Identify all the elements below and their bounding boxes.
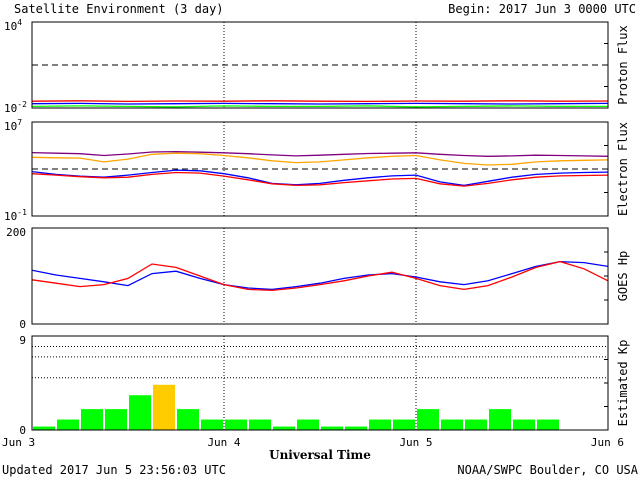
goes-hp-panel: 200 0 GOES Hp — [6, 226, 630, 331]
proton-flux-y-tick-base: 10 — [4, 102, 17, 115]
goes-hp-series-line — [32, 262, 608, 291]
estimated-kp-bar — [297, 420, 319, 430]
estimated-kp-bar — [105, 409, 127, 430]
estimated-kp-bar — [273, 427, 295, 430]
x-tick-label: Jun 6 — [591, 436, 624, 449]
estimated-kp-bar — [441, 420, 463, 430]
estimated-kp-bar — [129, 395, 151, 430]
proton-flux-series-line — [32, 101, 608, 102]
electron-flux-y-tick-base: 10 — [4, 210, 17, 223]
estimated-kp-bar — [393, 420, 415, 430]
proton-flux-y-tick-exponent: 4 — [17, 18, 22, 27]
electron-flux-series-line — [32, 173, 608, 187]
proton-flux-title: Proton Flux — [616, 25, 630, 104]
proton-flux-y-tick-base: 10 — [4, 20, 17, 33]
estimated-kp-bar — [345, 427, 367, 430]
estimated-kp-bar — [225, 420, 247, 430]
proton-flux-plot-area — [32, 101, 608, 107]
estimated-kp-bar — [537, 420, 559, 430]
estimated-kp-bar — [177, 409, 199, 430]
electron-flux-plot-area — [32, 152, 608, 187]
estimated-kp-bar — [321, 427, 343, 430]
proton-flux-frame — [32, 22, 608, 108]
figure-title: Satellite Environment (3 day) — [14, 2, 224, 16]
updated-time: Updated 2017 Jun 5 23:56:03 UTC — [2, 463, 226, 477]
estimated-kp-bar — [489, 409, 511, 430]
begin-time: Begin: 2017 Jun 3 0000 UTC — [448, 2, 636, 16]
goes-hp-title: GOES Hp — [616, 251, 630, 302]
estimated-kp-bar — [57, 420, 79, 430]
proton-flux-series-line — [32, 106, 608, 107]
goes-hp-y-tick-label: 200 — [6, 226, 26, 239]
electron-flux-series-line — [32, 152, 608, 157]
estimated-kp-bar — [33, 427, 55, 430]
proton-flux-y-tick-label: 104 — [4, 18, 22, 33]
goes-hp-y-tick-label: 0 — [19, 318, 26, 331]
electron-flux-y-tick-label: 10-1 — [4, 208, 27, 223]
credit-text: NOAA/SWPC Boulder, CO USA — [457, 463, 638, 477]
estimated-kp-bar — [465, 420, 487, 430]
electron-flux-y-tick-base: 10 — [4, 120, 17, 133]
goes-hp-frame — [32, 228, 608, 324]
x-tick-label: Jun 5 — [399, 436, 432, 449]
estimated-kp-bar — [417, 409, 439, 430]
x-axis-label: Universal Time — [269, 448, 371, 462]
estimated-kp-bar — [201, 420, 223, 430]
x-tick-label: Jun 4 — [207, 436, 240, 449]
proton-flux-y-tick-exponent: -2 — [17, 100, 27, 109]
estimated-kp-bar — [81, 409, 103, 430]
estimated-kp-y-tick-label: 9 — [19, 334, 26, 347]
electron-flux-frame — [32, 122, 608, 216]
estimated-kp-bar — [153, 385, 175, 430]
estimated-kp-bar — [249, 420, 271, 430]
proton-flux-y-tick-label: 10-2 — [4, 100, 27, 115]
goes-hp-plot-area — [32, 262, 608, 291]
estimated-kp-bar — [369, 420, 391, 430]
estimated-kp-bar — [513, 420, 535, 430]
electron-flux-y-tick-exponent: 7 — [17, 118, 22, 127]
estimated-kp-title: Estimated Kp — [616, 340, 630, 427]
electron-flux-title: Electron Flux — [616, 122, 630, 216]
electron-flux-y-tick-label: 107 — [4, 118, 22, 133]
x-tick-label: Jun 3 — [2, 436, 35, 449]
electron-flux-y-tick-exponent: -1 — [17, 208, 27, 217]
estimated-kp-plot-area — [33, 385, 559, 430]
proton-flux-series-line — [32, 103, 608, 104]
